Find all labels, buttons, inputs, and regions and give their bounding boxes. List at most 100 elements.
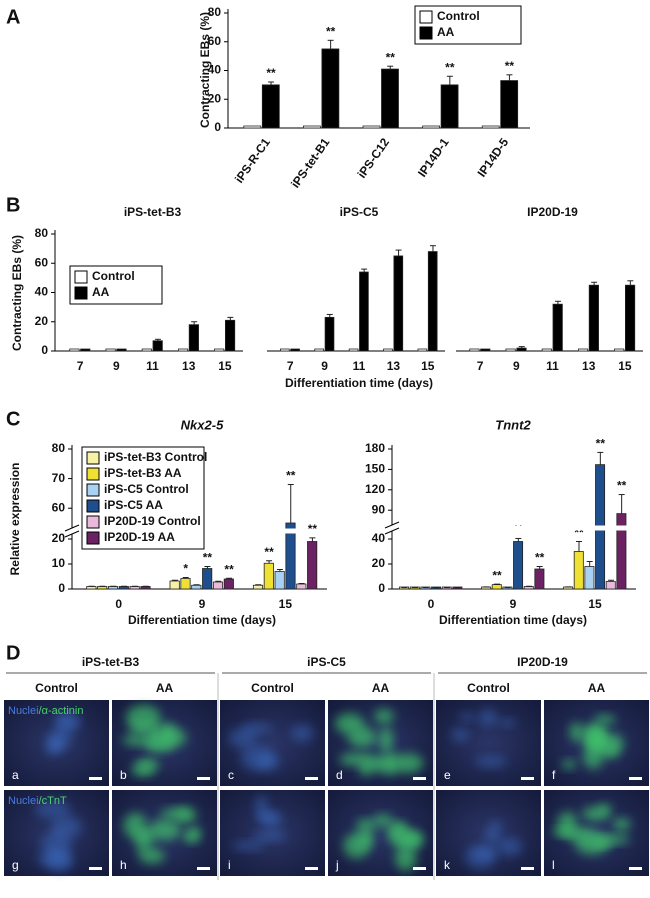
cell-signal xyxy=(484,829,500,845)
cell-signal xyxy=(175,807,197,823)
x-axis-label: Differentiation time (days) xyxy=(128,613,276,627)
bar xyxy=(263,562,274,590)
cell-signal xyxy=(156,727,187,748)
bar xyxy=(307,541,318,590)
x-tick-label: 13 xyxy=(182,359,196,373)
axis-break xyxy=(384,525,636,531)
group-title: iPS-C5 xyxy=(307,655,346,669)
cell-signal xyxy=(382,752,400,776)
x-axis-label: Differentiation time (days) xyxy=(285,376,433,390)
cell-signal xyxy=(372,814,394,827)
bar xyxy=(362,125,381,129)
cell-signal xyxy=(374,709,394,724)
cell-signal xyxy=(335,713,365,734)
bar xyxy=(324,316,335,352)
bar xyxy=(274,571,285,590)
chart-title: Nkx2-5 xyxy=(181,417,224,432)
cell-signal xyxy=(379,726,394,753)
legend-label: IP20D-19 Control xyxy=(104,514,201,528)
cell-signal xyxy=(552,828,576,837)
legend-label: AA xyxy=(437,25,455,39)
significance: ** xyxy=(326,24,336,38)
cell-signal xyxy=(395,845,417,871)
bar xyxy=(214,348,225,352)
legend-label: iPS-tet-B3 AA xyxy=(104,466,182,480)
bar xyxy=(290,348,300,352)
bar xyxy=(140,586,151,590)
bar xyxy=(86,586,97,590)
x-tick-label: 7 xyxy=(477,359,484,373)
y-tick-label: 80 xyxy=(208,5,222,19)
cell-signal xyxy=(34,800,71,819)
y-tick-label: 0 xyxy=(214,120,221,134)
cell-signal xyxy=(358,827,374,849)
cell-signal xyxy=(473,848,497,859)
bar xyxy=(614,348,625,352)
significance: ** xyxy=(596,437,606,451)
break-mark xyxy=(64,524,80,532)
micrograph: j xyxy=(328,790,433,876)
group-title: IP20D-19 xyxy=(517,655,568,669)
cell-signal xyxy=(339,753,373,766)
micrograph: a xyxy=(4,700,109,786)
stain-nuclei: Nuclei xyxy=(8,705,39,717)
x-tick-label: 9 xyxy=(199,597,206,611)
condition-label: AA xyxy=(372,681,390,695)
legend-swatch xyxy=(74,270,88,284)
x-tick-label: 15 xyxy=(218,359,232,373)
stain-label: Nuclei/cTnT xyxy=(8,795,67,807)
y-tick-label: 60 xyxy=(208,34,222,48)
y-tick-label: 0 xyxy=(41,343,48,357)
y-tick-label: 20 xyxy=(35,314,49,328)
legend-label: Control xyxy=(437,9,480,23)
stain-marker: /cTnT xyxy=(39,795,67,807)
micrograph: c xyxy=(220,700,325,786)
legend-swatch xyxy=(86,515,100,529)
y-tick-label: 10 xyxy=(52,556,66,570)
bar xyxy=(393,255,404,352)
cell-signal xyxy=(574,830,610,855)
bar xyxy=(383,348,393,352)
scale-bar xyxy=(629,867,642,870)
cell-signal xyxy=(400,832,421,847)
significance: ** xyxy=(617,479,627,493)
bar xyxy=(303,125,321,129)
significance: ** xyxy=(386,50,396,64)
y-tick-label: 20 xyxy=(372,556,386,570)
bar xyxy=(427,251,438,352)
y-tick-label: 80 xyxy=(35,226,49,240)
cell-signal xyxy=(451,728,469,742)
x-tick-label: IP14D-5 xyxy=(475,135,512,179)
condition-label: AA xyxy=(156,681,174,695)
image-letter: g xyxy=(12,858,19,872)
cell-signal xyxy=(459,712,474,722)
scale-bar xyxy=(197,867,210,870)
bar xyxy=(141,348,152,352)
x-tick-label: 11 xyxy=(546,359,559,373)
cell-signal xyxy=(590,732,624,754)
bar xyxy=(348,348,359,352)
x-tick-label: 11 xyxy=(146,359,159,373)
cell-signal xyxy=(241,745,274,771)
cell-signal xyxy=(597,803,612,818)
chart-title: IP20D-19 xyxy=(527,205,578,219)
x-tick-label: 15 xyxy=(618,359,632,373)
cell-signal xyxy=(499,718,516,727)
cell-signal xyxy=(228,728,258,748)
bar xyxy=(480,348,491,352)
y-tick-label: 0 xyxy=(378,581,385,595)
cell-signal xyxy=(135,758,160,771)
bar xyxy=(500,80,519,129)
bar xyxy=(202,568,213,590)
y-tick-label: 20 xyxy=(208,91,222,105)
cell-signal xyxy=(129,722,153,733)
bar xyxy=(279,348,290,352)
bar xyxy=(188,324,199,352)
condition-label: Control xyxy=(467,681,510,695)
cell-signal xyxy=(232,841,265,851)
scale-bar xyxy=(197,777,210,780)
cell-signal xyxy=(255,813,277,822)
legend-swatch xyxy=(86,531,100,545)
bar xyxy=(359,271,369,352)
bar xyxy=(118,586,129,590)
